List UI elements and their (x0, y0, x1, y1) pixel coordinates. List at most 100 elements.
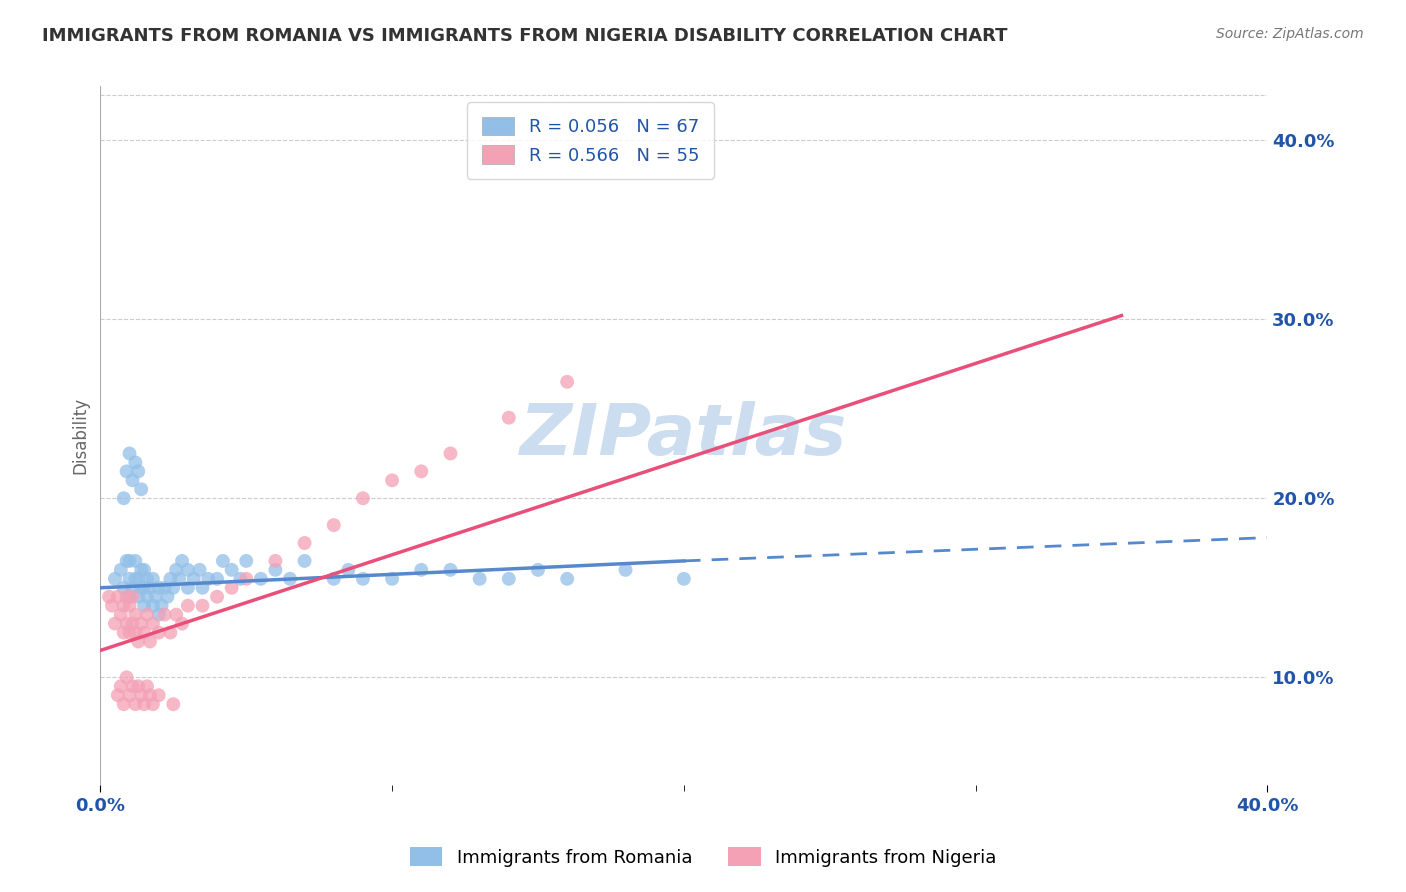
Point (322, 572, 344, 586)
Point (191, 581, 214, 595)
Point (142, 697, 165, 711)
Point (145, 590, 167, 604)
Point (112, 491, 135, 506)
Point (411, 563, 433, 577)
Point (101, 599, 124, 613)
Point (104, 616, 127, 631)
Point (150, 599, 173, 613)
Point (672, 572, 695, 586)
Point (139, 634, 162, 648)
Point (162, 697, 184, 711)
Point (124, 572, 146, 586)
Point (110, 679, 132, 693)
Point (124, 455, 146, 469)
Point (439, 446, 461, 460)
Point (278, 572, 301, 586)
Point (177, 563, 200, 577)
Point (229, 572, 252, 586)
Point (148, 607, 170, 622)
Point (156, 590, 179, 604)
Point (212, 554, 235, 568)
Point (115, 590, 138, 604)
Point (134, 625, 156, 640)
Text: IMMIGRANTS FROM ROMANIA VS IMMIGRANTS FROM NIGERIA DISABILITY CORRELATION CHART: IMMIGRANTS FROM ROMANIA VS IMMIGRANTS FR… (42, 27, 1008, 45)
Point (124, 607, 146, 622)
Point (134, 563, 156, 577)
Point (205, 572, 228, 586)
Text: Source: ZipAtlas.com: Source: ZipAtlas.com (1216, 27, 1364, 41)
Point (129, 563, 152, 577)
Point (294, 554, 316, 568)
Point (165, 563, 187, 577)
Point (121, 590, 143, 604)
Point (129, 616, 152, 631)
Point (110, 563, 132, 577)
Point (191, 599, 214, 613)
Point (98, 590, 121, 604)
Point (527, 563, 550, 577)
Point (112, 599, 135, 613)
Y-axis label: Disability: Disability (72, 397, 89, 475)
Point (162, 581, 184, 595)
Point (250, 572, 273, 586)
Point (136, 590, 159, 604)
Point (121, 616, 143, 631)
Point (124, 554, 146, 568)
Point (322, 518, 344, 533)
Point (148, 625, 170, 640)
Point (118, 599, 141, 613)
Point (129, 581, 152, 595)
Point (294, 536, 316, 550)
Point (221, 563, 243, 577)
Point (264, 554, 287, 568)
Point (177, 581, 200, 595)
Point (115, 554, 138, 568)
Point (104, 572, 127, 586)
Point (188, 563, 211, 577)
Point (127, 679, 149, 693)
Point (264, 563, 287, 577)
Point (107, 688, 129, 702)
Point (439, 563, 461, 577)
Point (139, 581, 162, 595)
Point (115, 670, 138, 684)
Point (112, 697, 135, 711)
Point (235, 572, 257, 586)
Point (165, 607, 187, 622)
Point (115, 616, 138, 631)
Point (148, 581, 170, 595)
Point (136, 679, 159, 693)
Point (124, 697, 146, 711)
Point (129, 483, 152, 497)
Legend: Immigrants from Romania, Immigrants from Nigeria: Immigrants from Romania, Immigrants from… (402, 840, 1004, 874)
Point (134, 581, 156, 595)
Text: ZIPatlas: ZIPatlas (520, 401, 848, 470)
Legend: R = 0.056   N = 67, R = 0.566   N = 55: R = 0.056 N = 67, R = 0.566 N = 55 (467, 103, 714, 179)
Point (136, 572, 159, 586)
Point (221, 581, 243, 595)
Point (205, 590, 228, 604)
Point (337, 563, 360, 577)
Point (159, 572, 181, 586)
Point (121, 473, 143, 487)
Point (134, 697, 156, 711)
Point (555, 572, 578, 586)
Point (127, 464, 149, 478)
Point (136, 607, 159, 622)
Point (411, 464, 433, 478)
Point (498, 572, 520, 586)
Point (177, 599, 200, 613)
Point (121, 581, 143, 595)
Point (555, 375, 578, 389)
Point (381, 572, 404, 586)
Point (115, 464, 138, 478)
Point (112, 625, 135, 640)
Point (124, 625, 146, 640)
Point (139, 688, 162, 702)
Point (118, 572, 141, 586)
Point (118, 590, 141, 604)
Point (107, 590, 129, 604)
Point (352, 572, 374, 586)
Point (134, 599, 156, 613)
Point (170, 616, 193, 631)
